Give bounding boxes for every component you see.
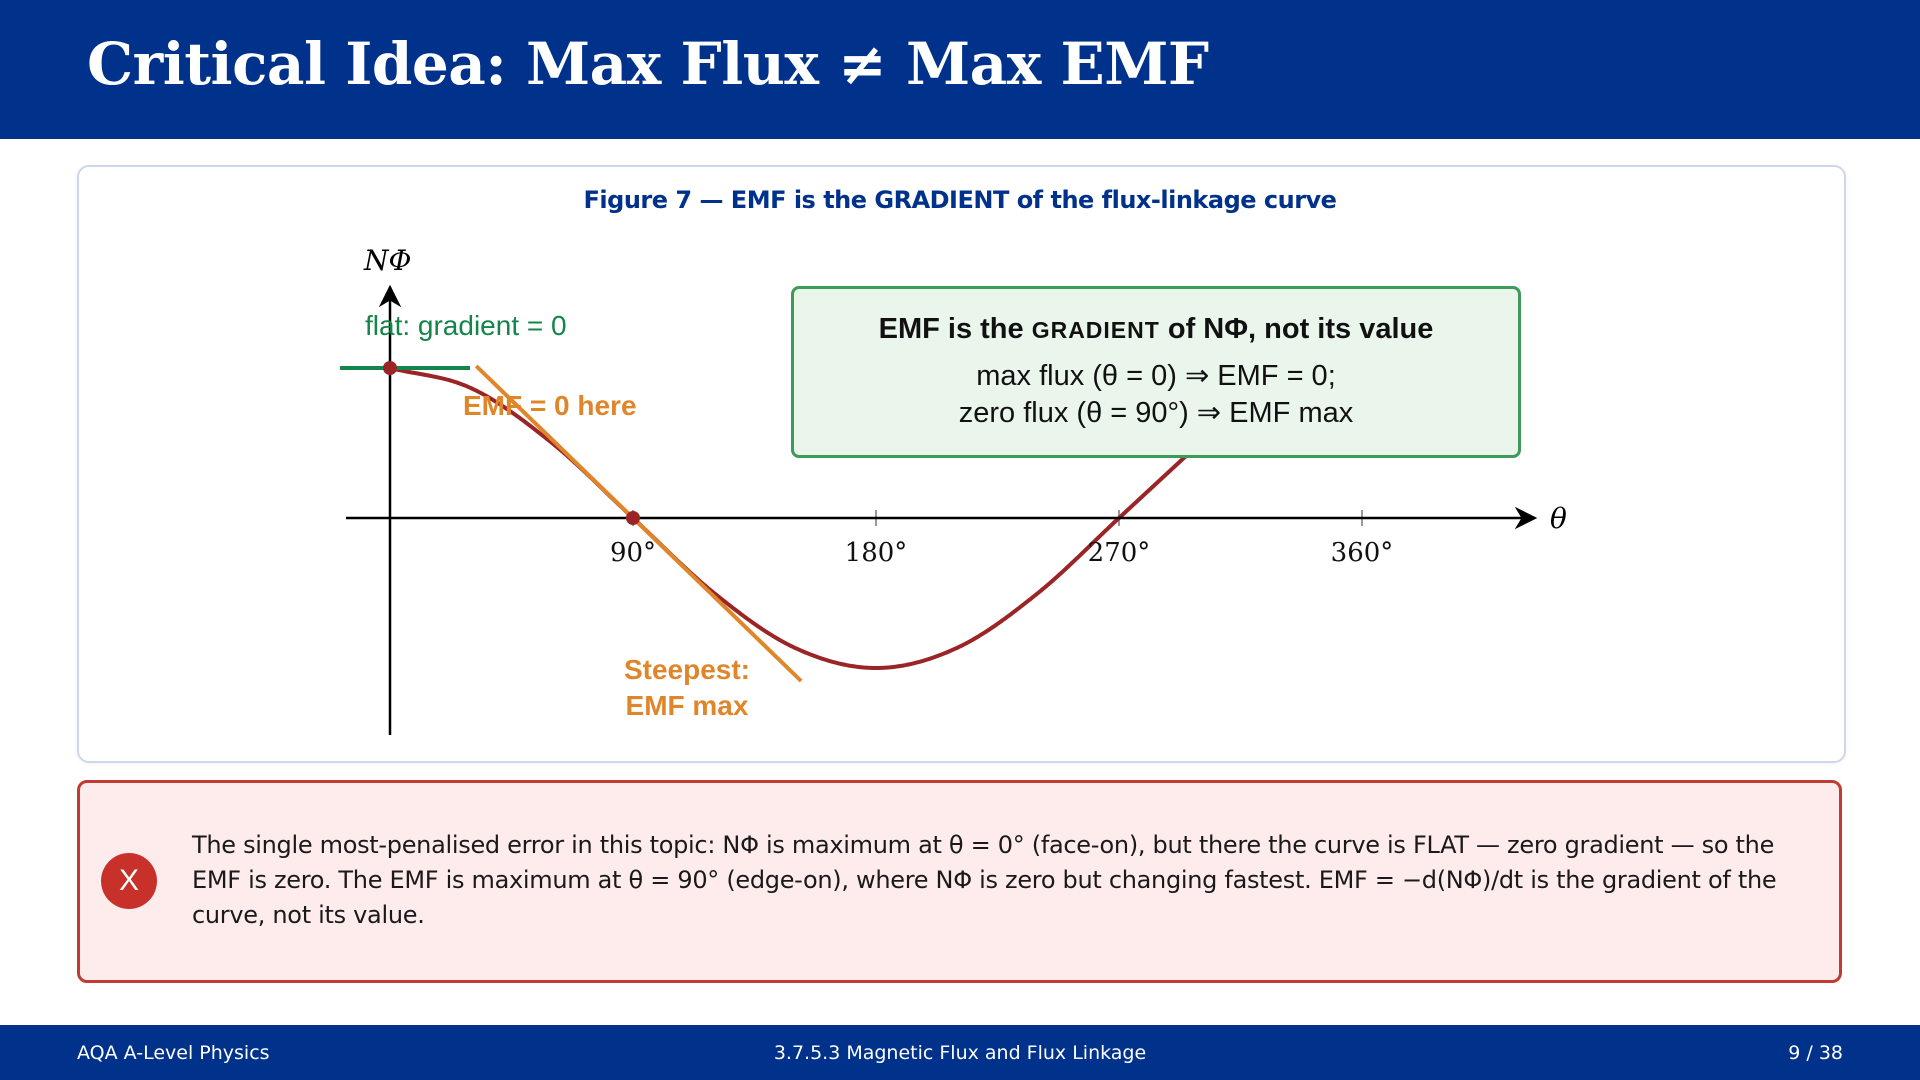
y-axis-label: NΦ: [363, 244, 411, 277]
x-tick-label: 180°: [845, 538, 908, 568]
footer-page-number: 9 / 38: [1788, 1042, 1843, 1064]
callout-heading-end: of NΦ, not its value: [1167, 313, 1434, 345]
callout-heading-start: EMF is the: [878, 313, 1024, 345]
callout-heading: EMF is the GRADIENT of NΦ, not its value: [794, 313, 1518, 346]
steepest-annotation-line1: Steepest:: [624, 654, 750, 685]
steepest-annotation-line2: EMF max: [626, 690, 749, 721]
slide-title: Critical Idea: Max Flux ≠ Max EMF: [87, 30, 1209, 98]
slide-header: Critical Idea: Max Flux ≠ Max EMF: [0, 0, 1920, 139]
error-x-icon: X: [101, 853, 157, 909]
gradient-callout-box: EMF is the GRADIENT of NΦ, not its value…: [791, 286, 1521, 458]
x-axis-label: θ: [1550, 502, 1567, 535]
x-tick-label: 90°: [610, 538, 656, 568]
figure-caption: Figure 7 — EMF is the GRADIENT of the fl…: [583, 186, 1337, 214]
slide-footer: AQA A-Level Physics 3.7.5.3 Magnetic Flu…: [0, 1025, 1920, 1080]
footer-topic: 3.7.5.3 Magnetic Flux and Flux Linkage: [773, 1042, 1147, 1064]
callout-line-zero-flux: zero flux (θ = 90°) ⇒ EMF max: [958, 397, 1354, 429]
flat-annotation: flat: gradient = 0: [365, 310, 567, 341]
marked-point: [383, 361, 397, 375]
warning-text: The single most-penalised error in this …: [192, 831, 1777, 929]
callout-line-max-flux: max flux (θ = 0) ⇒ EMF = 0;: [976, 360, 1336, 392]
callout-heading-gradient: GRADIENT: [1031, 317, 1160, 343]
emf-zero-annotation: EMF = 0 here: [463, 390, 637, 421]
marked-point: [626, 511, 640, 525]
steep-tangent-line: [474, 364, 803, 683]
flux-linkage-curve: [389, 366, 1202, 670]
x-tick-labels: 90° 180° 270° 360°: [610, 538, 1393, 568]
figure-card: [77, 165, 1846, 763]
x-tick-label: 360°: [1331, 538, 1394, 568]
warning-card: [77, 780, 1842, 983]
footer-course: AQA A-Level Physics: [77, 1042, 270, 1064]
x-tick-label: 270°: [1088, 538, 1151, 568]
marked-points: [383, 361, 640, 525]
